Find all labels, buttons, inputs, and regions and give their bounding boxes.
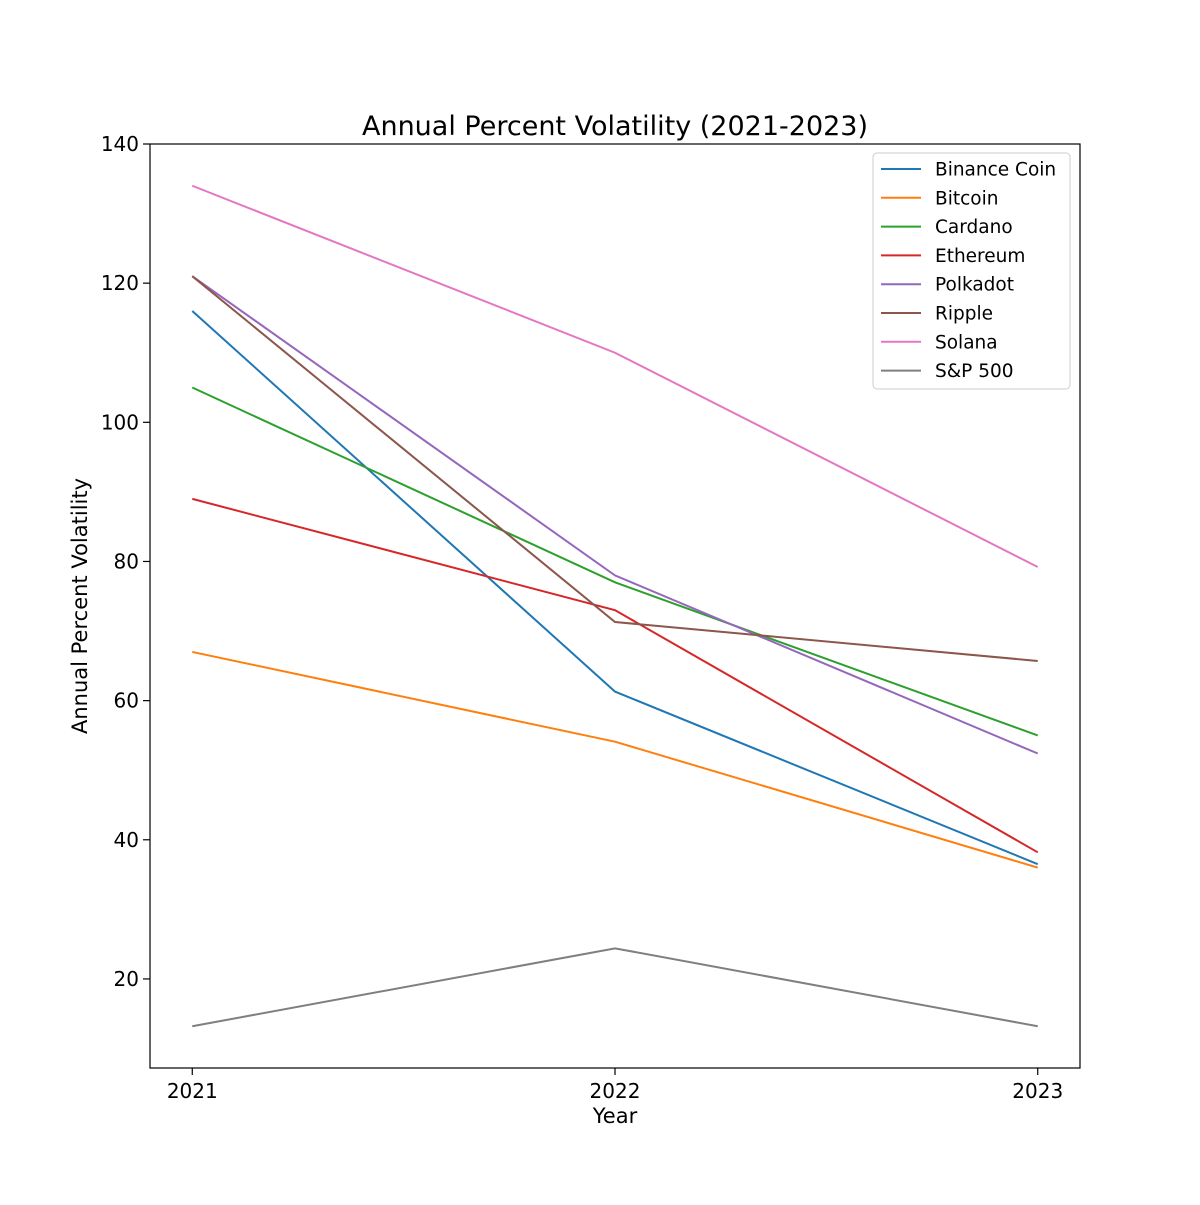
- x-tick-label-2022: 2022: [590, 1079, 641, 1103]
- chart-title: Annual Percent Volatility (2021-2023): [362, 111, 868, 142]
- y-tick-label-100: 100: [101, 410, 139, 434]
- y-tick-label-140: 140: [101, 132, 139, 156]
- legend-label-ripple: Ripple: [935, 304, 993, 325]
- y-tick-label-40: 40: [114, 828, 139, 852]
- series-line-s-p-500: [192, 947, 1038, 1028]
- x-axis: 2021 2022 2023: [167, 1068, 1063, 1103]
- series-line-ripple: [191, 275, 1038, 662]
- y-axis: 20 40 60 80 100 120 140: [101, 132, 150, 991]
- legend-label-cardano: Cardano: [935, 217, 1013, 238]
- series-line-ethereum: [192, 497, 1039, 854]
- legend-label-solana: Solana: [935, 332, 998, 353]
- legend-label-s-p-500: S&P 500: [935, 361, 1014, 382]
- x-tick-label-2021: 2021: [167, 1079, 218, 1103]
- x-axis-label: Year: [592, 1104, 638, 1128]
- series-line-solana: [191, 184, 1039, 568]
- y-tick-label-80: 80: [114, 549, 139, 573]
- series-line-bitcoin: [192, 650, 1039, 869]
- y-tick-label-20: 20: [114, 967, 139, 991]
- legend-box: [872, 152, 1071, 390]
- x-tick-label-2023: 2023: [1012, 1079, 1063, 1103]
- legend-label-polkadot: Polkadot: [935, 275, 1014, 296]
- legend-label-ethereum: Ethereum: [935, 246, 1025, 267]
- series-line-cardano: [191, 386, 1039, 737]
- y-tick-label-120: 120: [101, 271, 139, 295]
- legend-label-bitcoin: Bitcoin: [935, 188, 998, 209]
- series-layer: [191, 184, 1039, 1028]
- legend-label-binance-coin: Binance Coin: [935, 160, 1056, 181]
- series-line-binance-coin: [191, 310, 1039, 866]
- y-tick-label-60: 60: [114, 689, 139, 713]
- legend[interactable]: Binance Coin Bitcoin Cardano Ethereum Polkad…: [872, 152, 1071, 390]
- y-axis-label: Annual Percent Volatility: [68, 478, 92, 734]
- series-line-polkadot: [191, 275, 1039, 755]
- legend-items: Binance Coin Bitcoin Cardano Ethereum Polkad…: [881, 160, 1056, 382]
